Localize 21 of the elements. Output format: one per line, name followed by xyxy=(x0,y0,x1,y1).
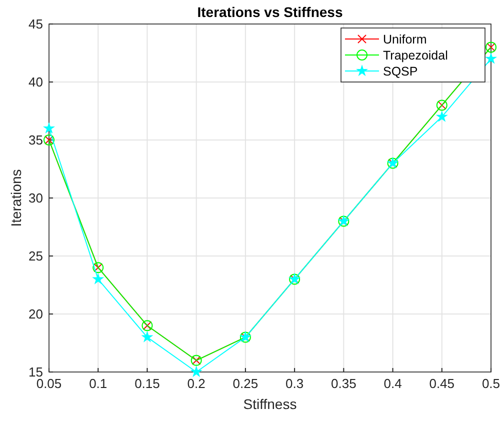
y-tick-label: 35 xyxy=(28,132,43,148)
x-axis-title: Stiffness xyxy=(243,396,297,412)
y-tick-label: 25 xyxy=(28,248,43,264)
x-tick-label: 0.25 xyxy=(232,376,258,391)
legend-label: SQSP xyxy=(383,64,418,78)
x-tick-label: 0.5 xyxy=(482,376,500,391)
x-tick-label: 0.15 xyxy=(134,376,160,391)
x-tick-label: 0.35 xyxy=(331,376,356,391)
y-axis-title: Iterations xyxy=(8,169,24,227)
y-tick-label: 30 xyxy=(28,190,43,206)
x-tick-label: 0.45 xyxy=(429,376,455,391)
legend-label: Uniform xyxy=(383,32,427,46)
y-tick-label: 40 xyxy=(28,74,43,90)
y-tick-label: 45 xyxy=(28,16,43,32)
x-tick-label: 0.4 xyxy=(384,376,402,391)
x-tick-label: 0.1 xyxy=(89,376,108,391)
x-tick-label: 0.3 xyxy=(286,376,304,391)
chart-title: Iterations vs Stiffness xyxy=(197,4,343,20)
legend-label: Trapezoidal xyxy=(383,48,448,62)
x-tick-label: 0.2 xyxy=(187,376,206,391)
y-tick-label: 20 xyxy=(28,306,43,322)
